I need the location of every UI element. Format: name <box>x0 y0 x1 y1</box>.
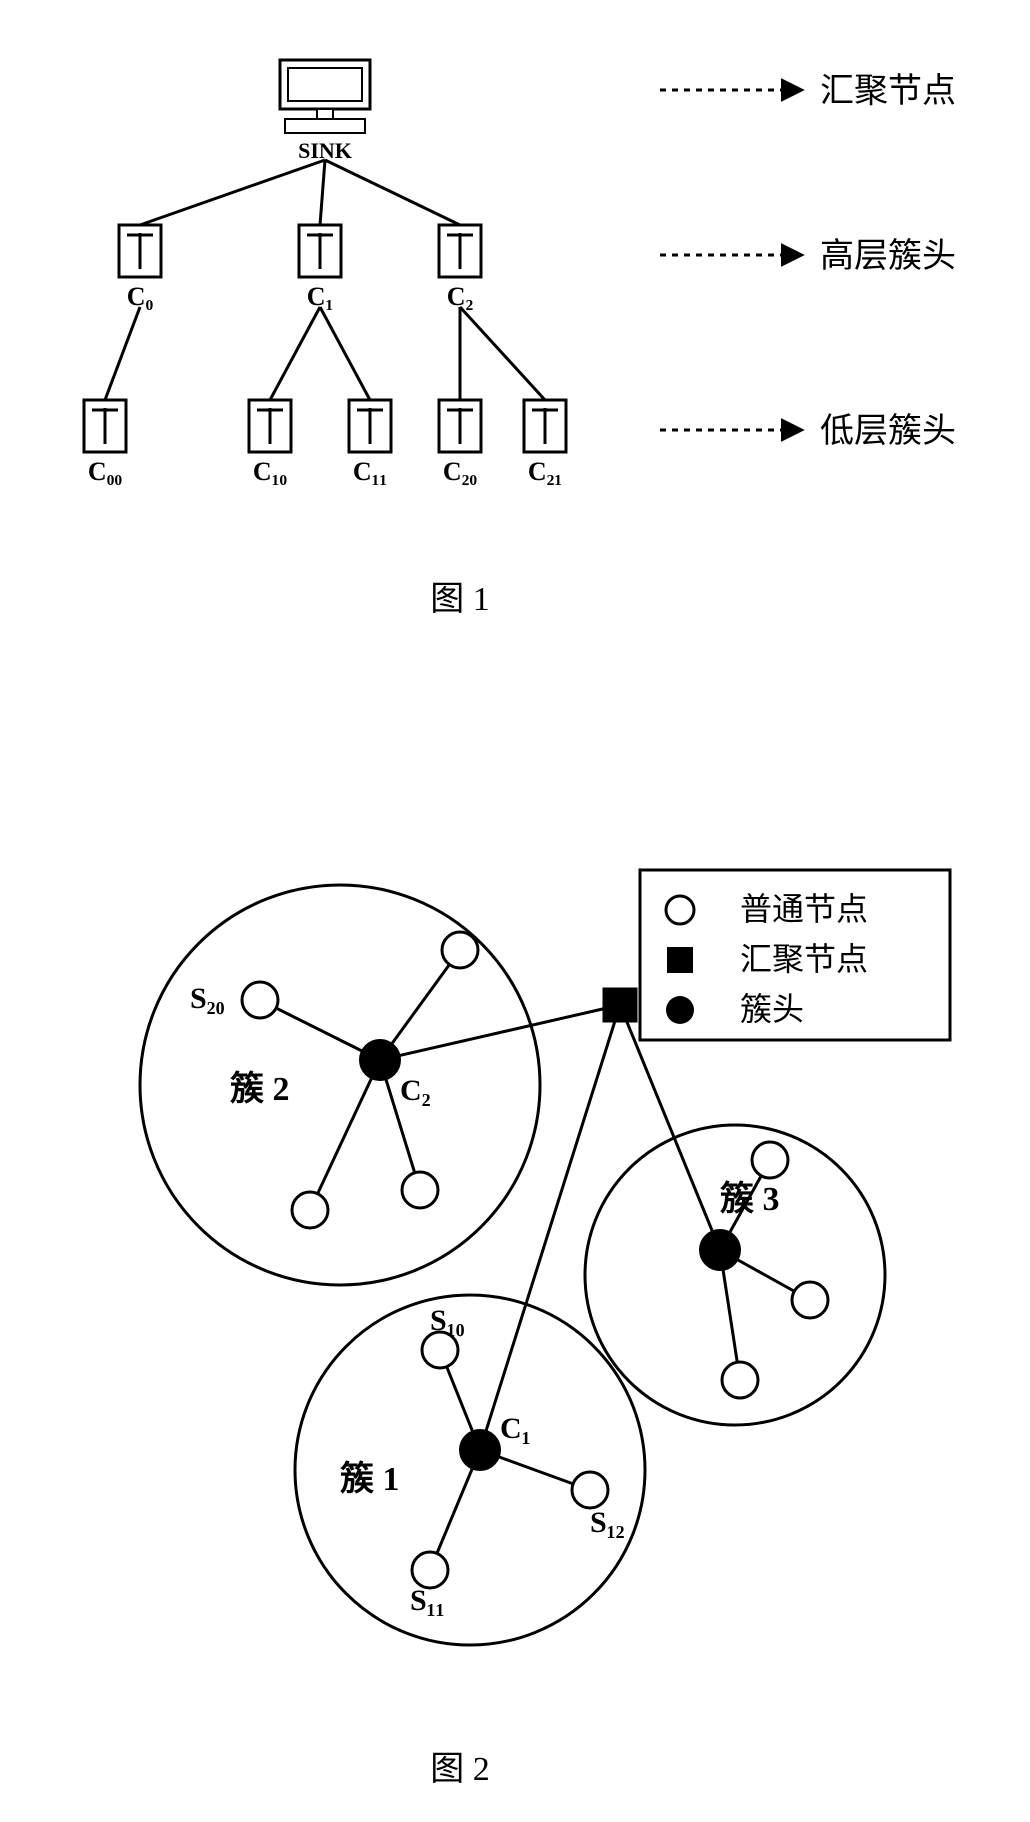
node-label-C0: C₀ <box>127 282 154 311</box>
legend2-symbol-square <box>667 947 693 973</box>
cluster-head-icon <box>299 225 341 277</box>
legend2-label-1: 汇聚节点 <box>740 941 868 977</box>
cluster2-label: 簇 2 <box>230 1070 290 1108</box>
edge-C2-C21 <box>460 307 545 400</box>
figure1-caption: 图 1 <box>430 581 490 618</box>
node-label-C10: C₁₀ <box>253 457 288 486</box>
edge-sink-C1 <box>320 160 325 225</box>
cluster1-label: 簇 1 <box>340 1460 400 1498</box>
page: SINKC₀C₁C₂C₀₀C₁₀C₁₁C₂₀C₂₁汇聚节点高层簇头低层簇头图 1… <box>0 0 1030 1822</box>
edge-C0-C00 <box>105 307 140 400</box>
cluster-head-icon <box>119 225 161 277</box>
edge-bs-C2 <box>380 1005 620 1060</box>
figure2-caption: 图 2 <box>430 1751 490 1788</box>
legend-label-0: 汇聚节点 <box>820 72 956 110</box>
cluster-head-icon <box>524 400 566 452</box>
plain-node-n23 <box>292 1192 328 1228</box>
head-label-C2: C₂ <box>400 1074 431 1107</box>
edge-C1-C10 <box>270 307 320 400</box>
edge-C1-C11 <box>320 307 370 400</box>
node-label-C1: C₁ <box>307 282 334 311</box>
cluster-head-C1 <box>460 1430 500 1470</box>
sink-node <box>280 60 370 133</box>
plain-node-S10 <box>422 1332 458 1368</box>
node-label-S11: S₁₁ <box>410 1584 445 1617</box>
edge-sink-C2 <box>325 160 460 225</box>
plain-node-n22 <box>442 932 478 968</box>
cluster-head-icon <box>439 225 481 277</box>
cluster-head-icon <box>349 400 391 452</box>
plain-node-n24 <box>402 1172 438 1208</box>
bs-node <box>603 988 637 1022</box>
legend2-symbol-solid <box>666 996 694 1024</box>
plain-node-n32 <box>792 1282 828 1318</box>
cluster-head-icon <box>249 400 291 452</box>
sink-label: SINK <box>298 138 352 163</box>
plain-node-n33 <box>722 1362 758 1398</box>
plain-node-n31 <box>752 1142 788 1178</box>
legend-label-1: 高层簇头 <box>820 237 956 275</box>
cluster-head-icon <box>84 400 126 452</box>
plain-node-S20 <box>242 982 278 1018</box>
legend-label-2: 低层簇头 <box>820 412 956 450</box>
cluster-head-C2 <box>360 1040 400 1080</box>
edge-bs-C1 <box>480 1005 620 1450</box>
legend2-label-2: 簇头 <box>740 991 804 1027</box>
node-label-C11: C₁₁ <box>353 457 387 486</box>
node-label-C20: C₂₀ <box>443 457 478 486</box>
cluster2-boundary <box>140 885 540 1285</box>
diagram-canvas: SINKC₀C₁C₂C₀₀C₁₀C₁₁C₂₀C₂₁汇聚节点高层簇头低层簇头图 1… <box>0 0 1030 1822</box>
cluster-head-icon <box>439 400 481 452</box>
head-label-C1: C₁ <box>500 1412 531 1445</box>
node-label-S10: S₁₀ <box>430 1304 465 1337</box>
node-label-C2: C₂ <box>447 282 474 311</box>
legend2-label-0: 普通节点 <box>740 891 868 927</box>
legend2-symbol-hollow <box>666 896 694 924</box>
edge-sink-C0 <box>140 160 325 225</box>
plain-node-S12 <box>572 1472 608 1508</box>
node-label-S20: S₂₀ <box>190 982 225 1015</box>
cluster-head-C3 <box>700 1230 740 1270</box>
node-label-S12: S₁₂ <box>590 1506 625 1539</box>
node-label-C21: C₂₁ <box>528 457 562 486</box>
edge-n23-C2 <box>310 1060 380 1210</box>
node-label-C00: C₀₀ <box>88 457 123 486</box>
plain-node-S11 <box>412 1552 448 1588</box>
